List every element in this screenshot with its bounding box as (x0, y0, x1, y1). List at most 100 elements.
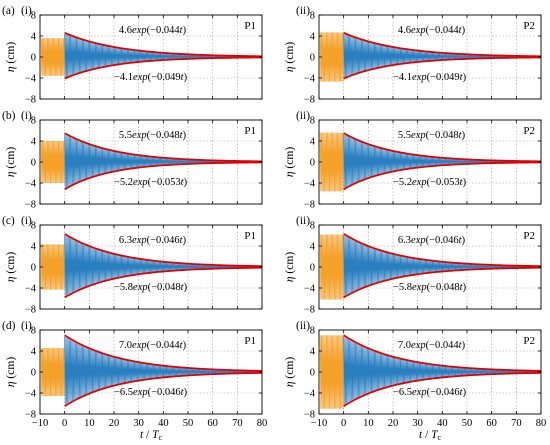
x-tick-label: 60 (207, 418, 218, 429)
x-axis-title: t / Tc (140, 429, 163, 442)
y-tick-label: 0 (31, 263, 36, 274)
y-tick-label: −8 (304, 305, 315, 316)
y-tick-label: −8 (304, 95, 315, 106)
x-tick-label: −10 (311, 418, 327, 429)
y-axis-title: η (cm) (284, 147, 296, 177)
subpanel-tag: (i) (21, 5, 32, 17)
y-tick-label: −4 (25, 389, 37, 400)
lower-envelope-label: −6.5exp(−0.046t) (114, 387, 188, 398)
series-forced-oscillation (40, 347, 66, 397)
series-free-decay (64, 134, 263, 188)
y-tick-label: 4 (310, 347, 316, 358)
x-tick-label: 50 (462, 418, 473, 429)
lower-envelope-line (64, 371, 263, 407)
x-tick-label: 80 (536, 418, 547, 429)
x-tick-label: 70 (511, 418, 522, 429)
y-tick-label: −4 (25, 179, 37, 190)
y-tick-label: 0 (310, 263, 315, 274)
y-tick-label: −8 (25, 410, 36, 421)
upper-envelope-label: 6.3exp(−0.046t) (119, 235, 187, 246)
y-tick-label: −4 (25, 284, 37, 295)
y-axis-title: η (cm) (5, 357, 17, 387)
y-tick-label: 4 (31, 32, 37, 43)
y-axis-title: η (cm) (284, 252, 296, 282)
y-tick-label: 8 (31, 221, 36, 232)
series-forced-oscillation (319, 335, 345, 409)
y-axis-title: η (cm) (5, 147, 17, 177)
x-tick-label: 30 (412, 418, 423, 429)
upper-envelope-line (64, 334, 263, 372)
x-tick-label: 10 (84, 418, 95, 429)
series-forced-oscillation (319, 234, 345, 300)
lower-envelope-label: −5.8exp(−0.048t) (114, 282, 188, 293)
subpanel-tag: (ii) (296, 5, 310, 17)
probe-label: P1 (244, 230, 256, 242)
y-axis-title: η (cm) (5, 252, 17, 282)
y-tick-label: 4 (31, 242, 37, 253)
lower-envelope-line (64, 56, 263, 80)
y-tick-label: 0 (310, 158, 315, 169)
x-tick-label: 0 (62, 418, 67, 429)
y-tick-label: 0 (31, 368, 36, 379)
probe-label: P1 (244, 20, 256, 32)
y-tick-label: 0 (310, 53, 315, 64)
series-forced-oscillation (40, 140, 66, 184)
x-tick-label: 30 (133, 418, 144, 429)
upper-envelope-line (343, 233, 542, 268)
x-tick-label: −10 (32, 418, 48, 429)
series-forced-oscillation (40, 244, 66, 290)
y-tick-label: −4 (304, 389, 316, 400)
y-tick-label: 8 (310, 221, 315, 232)
x-tick-label: 10 (363, 418, 374, 429)
upper-envelope-label: 7.0exp(−0.044t) (398, 340, 466, 351)
series-free-decay (343, 235, 542, 296)
y-axis-title: η (cm) (5, 42, 17, 72)
subpanel-tag: (i) (21, 110, 32, 122)
y-tick-label: −4 (304, 284, 316, 295)
probe-label: P1 (244, 335, 256, 347)
upper-envelope-label: 5.5exp(−0.048t) (119, 130, 187, 141)
upper-envelope-line (343, 132, 542, 163)
panel-d-ii: −8 −4 0 4 8 −10 0 10 20 30 40 50 60 70 80 t / Tc η (cm) (… (284, 320, 546, 442)
upper-envelope-line (343, 334, 542, 372)
upper-envelope-line (64, 132, 263, 163)
y-tick-label: −8 (25, 305, 36, 316)
series-free-decay (64, 235, 263, 296)
panel-a-ii: −8 −4 0 4 8 η (cm) (ii) P2 4.6exp(−0.044t) −4.1ex… (284, 5, 542, 106)
upper-envelope-line (64, 32, 263, 58)
x-tick-label: 0 (341, 418, 346, 429)
panel-b-i: −8 −4 0 4 8 η (cm) (b) (i) P1 5.5exp(−0.048t) −5.2… (2, 110, 263, 211)
upper-envelope-label: 4.6exp(−0.044t) (398, 25, 466, 36)
series-forced-oscillation (40, 38, 66, 76)
subpanel-tag: (i) (21, 215, 32, 227)
y-tick-label: 8 (310, 326, 315, 337)
subpanel-tag: (ii) (296, 320, 310, 332)
y-tick-label: −8 (304, 200, 315, 211)
series-free-decay (64, 33, 263, 78)
y-tick-label: 8 (310, 11, 315, 22)
y-tick-label: 4 (310, 137, 316, 148)
lower-envelope-label: −4.1exp(−0.049t) (114, 72, 188, 83)
probe-label: P2 (523, 335, 535, 347)
series-free-decay (343, 336, 542, 405)
panel-b-ii: −8 −4 0 4 8 η (cm) (ii) P2 5.5exp(−0.048t) −5.2ex… (284, 110, 542, 211)
x-tick-label: 50 (183, 418, 194, 429)
series-forced-oscillation (319, 32, 345, 82)
x-tick-label: 20 (388, 418, 399, 429)
y-tick-label: 4 (31, 137, 37, 148)
lower-envelope-label: −6.5exp(−0.046t) (393, 387, 467, 398)
lower-envelope-label: −5.8exp(−0.048t) (393, 282, 467, 293)
y-axis-title: η (cm) (284, 42, 296, 72)
upper-envelope-label: 7.0exp(−0.044t) (119, 340, 187, 351)
y-tick-label: 0 (31, 158, 36, 169)
series-forced-oscillation (319, 132, 345, 192)
series-free-decay (343, 134, 542, 188)
y-tick-label: 0 (31, 53, 36, 64)
row-tag: (d) (2, 320, 16, 332)
y-tick-label: 4 (310, 32, 316, 43)
upper-envelope-label: 6.3exp(−0.046t) (398, 235, 466, 246)
upper-envelope-label: 5.5exp(−0.048t) (398, 130, 466, 141)
lower-envelope-label: −4.1exp(−0.049t) (393, 72, 467, 83)
subpanel-tag: (ii) (296, 215, 310, 227)
